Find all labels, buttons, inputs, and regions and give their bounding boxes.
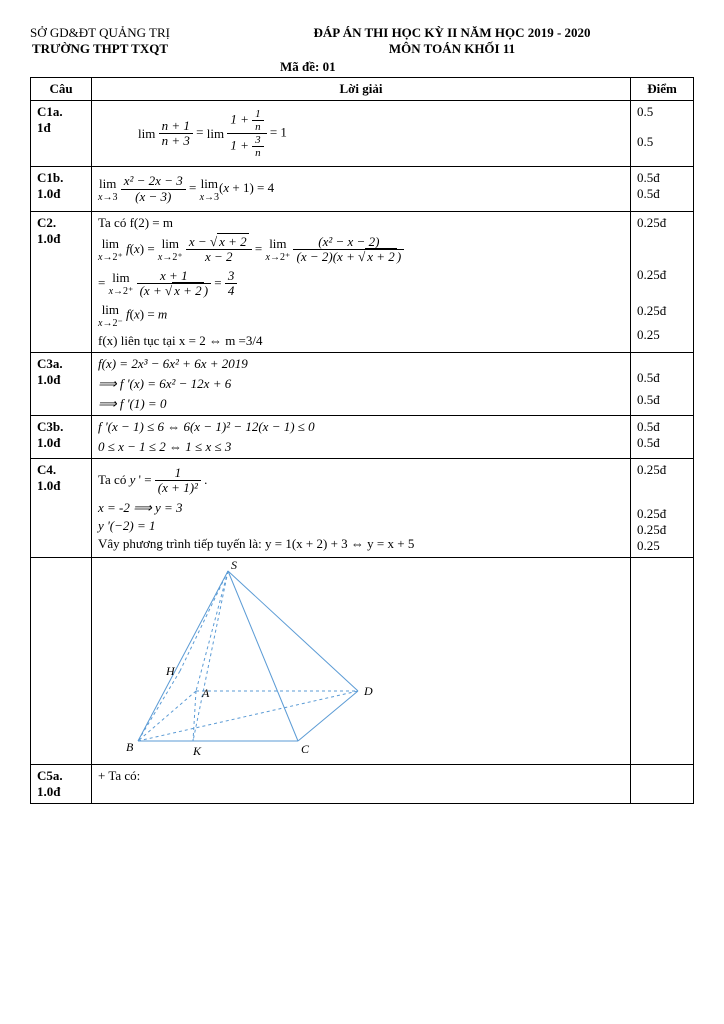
c2-content: Ta có f(2) = m limx→2⁺ f(x) = limx→2⁺ x …: [92, 211, 631, 352]
c4-l1: x = -2 ⟹ y = 3: [98, 500, 624, 516]
c1a-s2: 0.5: [637, 134, 687, 150]
c4-s2: 0.25đ: [637, 506, 687, 522]
svg-text:K: K: [192, 744, 202, 758]
c3a-label: C3a. 1.0đ: [31, 353, 92, 416]
c2-line1: Ta có f(2) = m: [98, 215, 624, 231]
c4-s4: 0.25: [637, 538, 687, 554]
c4-content: Ta có y ' = 1(x + 1)² . x = -2 ⟹ y = 3 y…: [92, 459, 631, 558]
header-right: ĐÁP ÁN THI HỌC KỲ II NĂM HỌC 2019 - 2020…: [210, 25, 694, 57]
svg-text:A: A: [201, 686, 210, 700]
svg-text:B: B: [126, 740, 134, 754]
answer-table: Câu Lời giải Điểm C1a. 1đ lim n + 1n + 3…: [30, 77, 694, 804]
school-line: TRƯỜNG THPT TXQT: [30, 41, 170, 57]
c1b-s1: 0.5đ: [637, 170, 687, 186]
c1b-score: 0.5đ 0.5đ: [631, 167, 694, 212]
c2-s4: 0.25: [637, 327, 687, 343]
c3b-score: 0.5đ 0.5đ: [631, 416, 694, 459]
c5a-score: [631, 765, 694, 804]
th-diem: Điểm: [631, 78, 694, 101]
exam-code: Mã đề: 01: [280, 59, 694, 75]
svg-text:C: C: [301, 742, 310, 756]
c1a-s1: 0.5: [637, 104, 687, 120]
c4-l3: Vây phương trình tiếp tuyến là: y = 1(x …: [98, 536, 624, 552]
c2-label: C2. 1.0đ: [31, 211, 92, 352]
dept-line: SỞ GD&ĐT QUẢNG TRỊ: [30, 25, 170, 41]
c4-s3: 0.25đ: [637, 522, 687, 538]
c4-l2: y '(−2) = 1: [98, 518, 624, 534]
title-line: ĐÁP ÁN THI HỌC KỲ II NĂM HỌC 2019 - 2020: [210, 25, 694, 41]
subject-line: MÔN TOÁN KHỐI 11: [210, 41, 694, 57]
c3b-l1: f '(x − 1) ≤ 6 ⇔ 6(x − 1)² − 12(x − 1) ≤…: [98, 419, 624, 435]
row-c1a: C1a. 1đ lim n + 1n + 3 = lim 1 + 1n 1 + …: [31, 101, 694, 167]
row-c5a: C5a. 1.0đ + Ta có:: [31, 765, 694, 804]
c1a-score: 0.5 0.5: [631, 101, 694, 167]
c4-t0: Ta có: [98, 472, 130, 487]
c3b-content: f '(x − 1) ≤ 6 ⇔ 6(x − 1)² − 12(x − 1) ≤…: [92, 416, 631, 459]
c3b-l2: 0 ≤ x − 1 ≤ 2 ⇔ 1 ≤ x ≤ 3: [98, 439, 624, 455]
th-cau: Câu: [31, 78, 92, 101]
c2-line-last: f(x) liên tục tại x = 2 ⇔ m =3/4: [98, 333, 624, 349]
pyramid-diagram: S B C D A K H: [98, 561, 398, 761]
c1b-s2: 0.5đ: [637, 186, 687, 202]
c3a-l1: f(x) = 2x³ − 6x² + 6x + 2019: [98, 356, 624, 372]
c4-score: 0.25đ 0.25đ 0.25đ 0.25: [631, 459, 694, 558]
c1a-label: C1a. 1đ: [31, 101, 92, 167]
c3a-l3: ⟹ f '(1) = 0: [98, 396, 624, 412]
svg-text:D: D: [363, 684, 373, 698]
diagram-score: [631, 558, 694, 765]
c3b-s2: 0.5đ: [637, 435, 687, 451]
c3a-l2: ⟹ f '(x) = 6x² − 12x + 6: [98, 376, 624, 392]
th-loigiai: Lời giải: [92, 78, 631, 101]
c2-s3: 0.25đ: [637, 303, 687, 319]
diagram-label: [31, 558, 92, 765]
c5a-label: C5a. 1.0đ: [31, 765, 92, 804]
c1b-label: C1b. 1.0đ: [31, 167, 92, 212]
c2-score: 0.25đ 0.25đ 0.25đ 0.25: [631, 211, 694, 352]
row-c2: C2. 1.0đ Ta có f(2) = m limx→2⁺ f(x) = l…: [31, 211, 694, 352]
c3a-s1: 0.5đ: [637, 370, 687, 386]
diagram-cell: S B C D A K H: [92, 558, 631, 765]
row-c4: C4. 1.0đ Ta có y ' = 1(x + 1)² . x = -2 …: [31, 459, 694, 558]
c2-s1: 0.25đ: [637, 215, 687, 231]
c4-s1: 0.25đ: [637, 462, 687, 478]
row-c3b: C3b. 1.0đ f '(x − 1) ≤ 6 ⇔ 6(x − 1)² − 1…: [31, 416, 694, 459]
c3a-score: 0.5đ 0.5đ: [631, 353, 694, 416]
table-header-row: Câu Lời giải Điểm: [31, 78, 694, 101]
header-left: SỞ GD&ĐT QUẢNG TRỊ TRƯỜNG THPT TXQT: [30, 25, 170, 57]
svg-text:S: S: [231, 561, 237, 572]
row-diagram: S B C D A K H: [31, 558, 694, 765]
c1a-content: lim n + 1n + 3 = lim 1 + 1n 1 + 3n = 1: [92, 101, 631, 167]
c4-label: C4. 1.0đ: [31, 459, 92, 558]
c3a-content: f(x) = 2x³ − 6x² + 6x + 2019 ⟹ f '(x) = …: [92, 353, 631, 416]
c3b-label: C3b. 1.0đ: [31, 416, 92, 459]
svg-text:H: H: [165, 664, 176, 678]
row-c3a: C3a. 1.0đ f(x) = 2x³ − 6x² + 6x + 2019 ⟹…: [31, 353, 694, 416]
document-header: SỞ GD&ĐT QUẢNG TRỊ TRƯỜNG THPT TXQT ĐÁP …: [30, 25, 694, 57]
row-c1b: C1b. 1.0đ limx→3 x² − 2x − 3(x − 3) = li…: [31, 167, 694, 212]
c2-s2: 0.25đ: [637, 267, 687, 283]
c3b-s1: 0.5đ: [637, 419, 687, 435]
c1b-content: limx→3 x² − 2x − 3(x − 3) = limx→3(x + 1…: [92, 167, 631, 212]
c3a-s2: 0.5đ: [637, 392, 687, 408]
c5a-content: + Ta có:: [92, 765, 631, 804]
